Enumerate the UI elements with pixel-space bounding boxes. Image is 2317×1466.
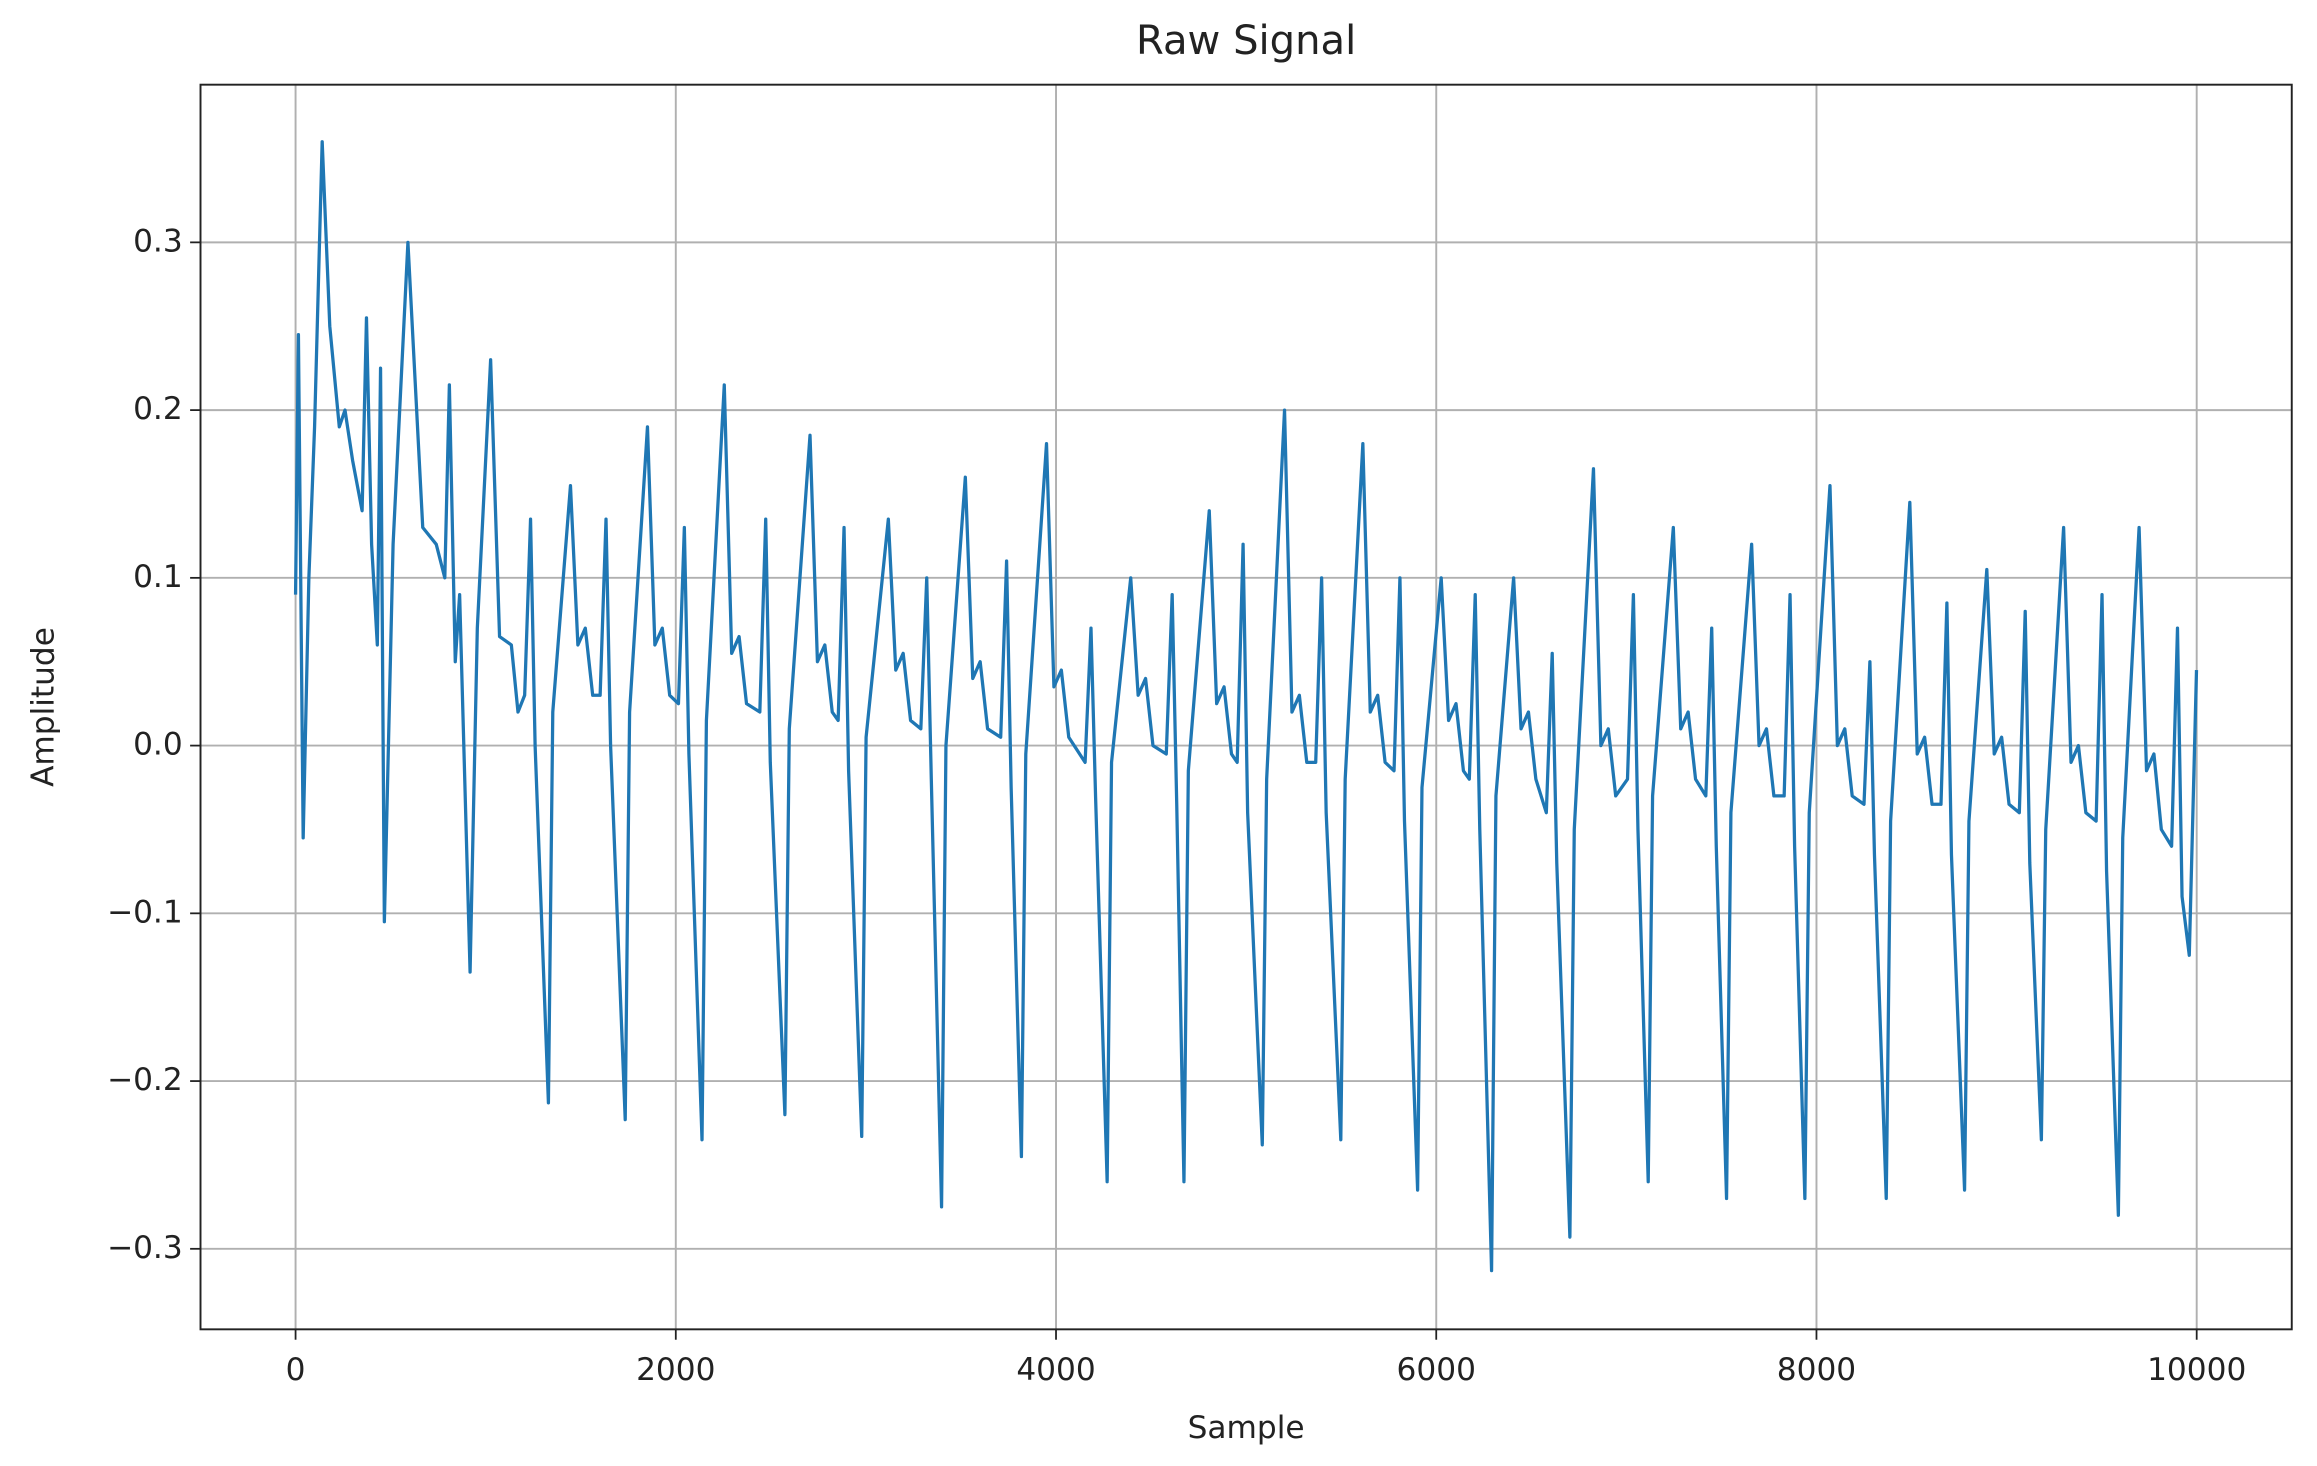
x-tick-label: 2000 — [636, 1352, 715, 1388]
y-tick-label: 0.2 — [133, 391, 183, 427]
y-tick-label: 0.3 — [133, 223, 183, 259]
signal-line — [293, 140, 2199, 1273]
x-tick-label: 6000 — [1397, 1352, 1476, 1388]
y-tick-label: −0.3 — [107, 1230, 183, 1266]
plot-frame — [199, 83, 2293, 1331]
x-tick-label: 8000 — [1777, 1352, 1856, 1388]
x-tick-label: 10000 — [2147, 1352, 2246, 1388]
x-axis-label: Sample — [1188, 1410, 1305, 1446]
y-tick-label: −0.2 — [107, 1062, 183, 1098]
x-tick-label: 4000 — [1016, 1352, 1095, 1388]
chart-title: Raw Signal — [1136, 18, 1356, 64]
y-axis-label: Amplitude — [26, 627, 62, 787]
y-tick-label: −0.1 — [107, 894, 183, 930]
x-tick-label: 0 — [286, 1352, 306, 1388]
y-tick-label: 0.1 — [133, 559, 183, 595]
y-tick-label: 0.0 — [133, 727, 183, 763]
